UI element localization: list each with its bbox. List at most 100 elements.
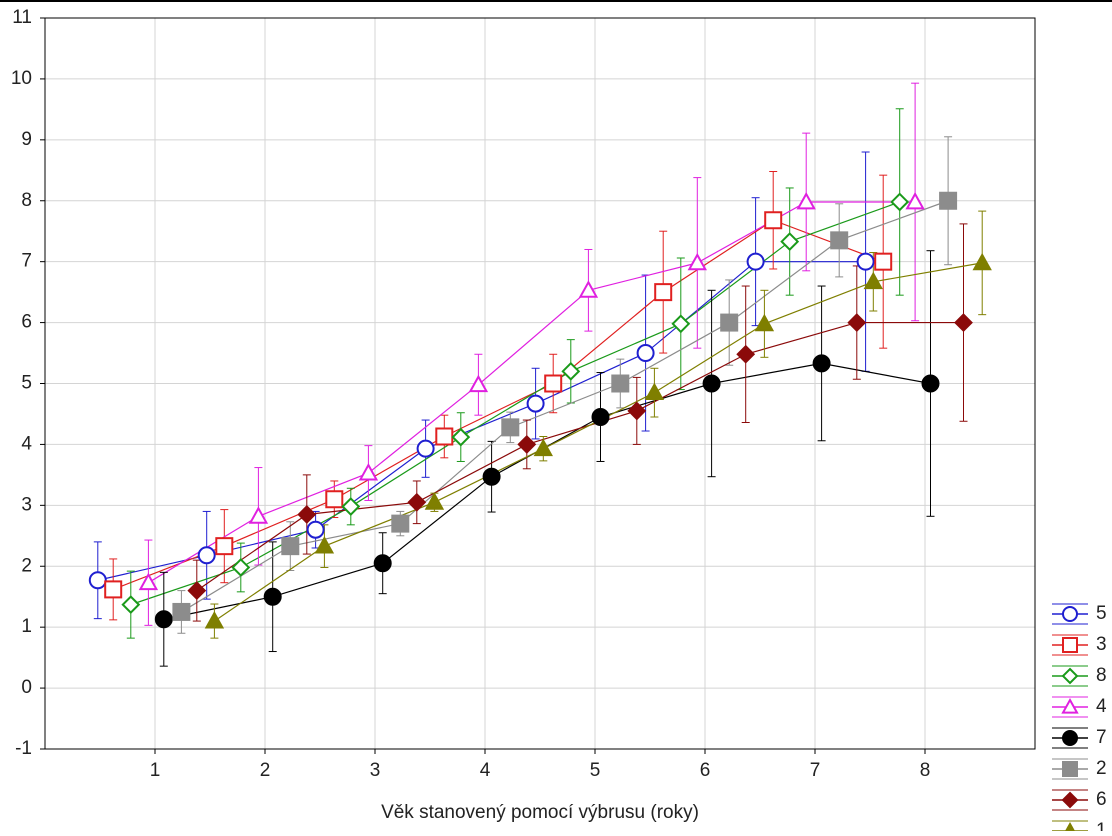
y-tick-label: 11 <box>12 7 32 28</box>
marker <box>407 492 427 512</box>
marker <box>972 252 992 271</box>
marker <box>736 344 756 364</box>
marker <box>501 418 520 437</box>
x-axis-label: Věk stanovený pomocí výbrusu (roky) <box>381 802 699 823</box>
y-tick-label: 8 <box>21 190 32 211</box>
marker <box>121 595 141 615</box>
marker <box>544 374 563 393</box>
marker <box>644 382 665 401</box>
marker <box>671 314 691 334</box>
marker <box>847 313 867 332</box>
marker <box>627 401 647 421</box>
marker <box>720 313 739 332</box>
marker <box>939 191 958 210</box>
marker <box>263 587 282 606</box>
marker <box>358 462 379 481</box>
x-tick-label: 6 <box>700 760 711 781</box>
x-tick-label: 2 <box>260 760 271 781</box>
x-tick-label: 7 <box>810 760 821 781</box>
y-tick-label: 3 <box>21 494 32 515</box>
legend-label: 6 <box>1096 789 1107 810</box>
x-tick-label: 5 <box>590 760 601 781</box>
marker <box>281 537 300 556</box>
legend-marker <box>1061 667 1079 685</box>
marker <box>391 514 410 533</box>
marker <box>517 435 537 454</box>
legend-label: 1 <box>1096 820 1107 831</box>
marker <box>297 505 317 524</box>
marker <box>611 374 630 393</box>
legend-marker <box>1062 761 1078 777</box>
marker <box>325 490 344 509</box>
marker <box>578 280 599 298</box>
marker <box>215 537 234 556</box>
plot-frame <box>44 17 1036 750</box>
marker <box>341 497 361 516</box>
marker <box>435 427 454 446</box>
marker <box>796 191 816 210</box>
legend-marker <box>1062 606 1078 622</box>
y-tick-label: 6 <box>21 312 32 333</box>
y-tick-label: -1 <box>15 738 32 759</box>
marker <box>154 610 173 629</box>
marker <box>905 191 925 210</box>
legend-label: 3 <box>1096 634 1107 655</box>
y-tick-label: 9 <box>21 129 32 150</box>
marker <box>754 313 775 332</box>
y-tick-label: 1 <box>21 616 32 637</box>
marker <box>746 252 765 271</box>
marker <box>921 374 940 393</box>
marker <box>231 558 251 577</box>
series-line <box>148 201 916 584</box>
marker <box>468 374 489 393</box>
marker <box>373 554 392 573</box>
marker <box>138 572 159 591</box>
marker <box>874 252 893 271</box>
marker <box>526 394 545 413</box>
series-line <box>112 219 884 590</box>
legend-label: 8 <box>1096 665 1107 686</box>
marker <box>416 439 435 458</box>
legend-label: 7 <box>1096 727 1107 748</box>
marker <box>890 192 910 212</box>
x-tick-label: 8 <box>920 760 931 781</box>
marker <box>482 467 501 486</box>
y-tick-label: 0 <box>21 677 32 698</box>
legend-marker <box>1061 697 1079 714</box>
marker <box>636 344 655 363</box>
legend-label: 5 <box>1096 603 1107 624</box>
marker <box>104 580 123 599</box>
marker <box>314 536 335 554</box>
marker <box>533 438 553 457</box>
legend-marker <box>1061 791 1079 809</box>
marker <box>197 546 216 565</box>
marker <box>863 271 883 290</box>
marker <box>204 611 225 629</box>
series-line <box>196 321 964 592</box>
legend-label: 2 <box>1096 758 1107 779</box>
marker <box>856 252 875 271</box>
marker <box>561 361 581 381</box>
y-tick-label: 10 <box>11 68 32 89</box>
marker <box>687 252 707 271</box>
marker <box>187 581 207 601</box>
marker <box>248 506 269 524</box>
marker <box>764 211 783 230</box>
legend-marker <box>1062 821 1078 836</box>
marker <box>812 354 831 373</box>
y-tick-label: 4 <box>21 433 32 454</box>
y-tick-label: 7 <box>21 251 32 272</box>
marker <box>172 602 191 621</box>
series-line <box>97 261 866 581</box>
legend-label: 4 <box>1096 696 1107 717</box>
marker <box>702 374 721 393</box>
marker <box>88 571 107 590</box>
marker <box>591 408 610 427</box>
marker <box>451 427 471 447</box>
marker <box>780 232 800 251</box>
series-line <box>181 200 949 613</box>
marker <box>424 492 445 510</box>
marker <box>830 231 849 250</box>
series-line <box>214 262 983 622</box>
legend-marker <box>1062 637 1078 653</box>
